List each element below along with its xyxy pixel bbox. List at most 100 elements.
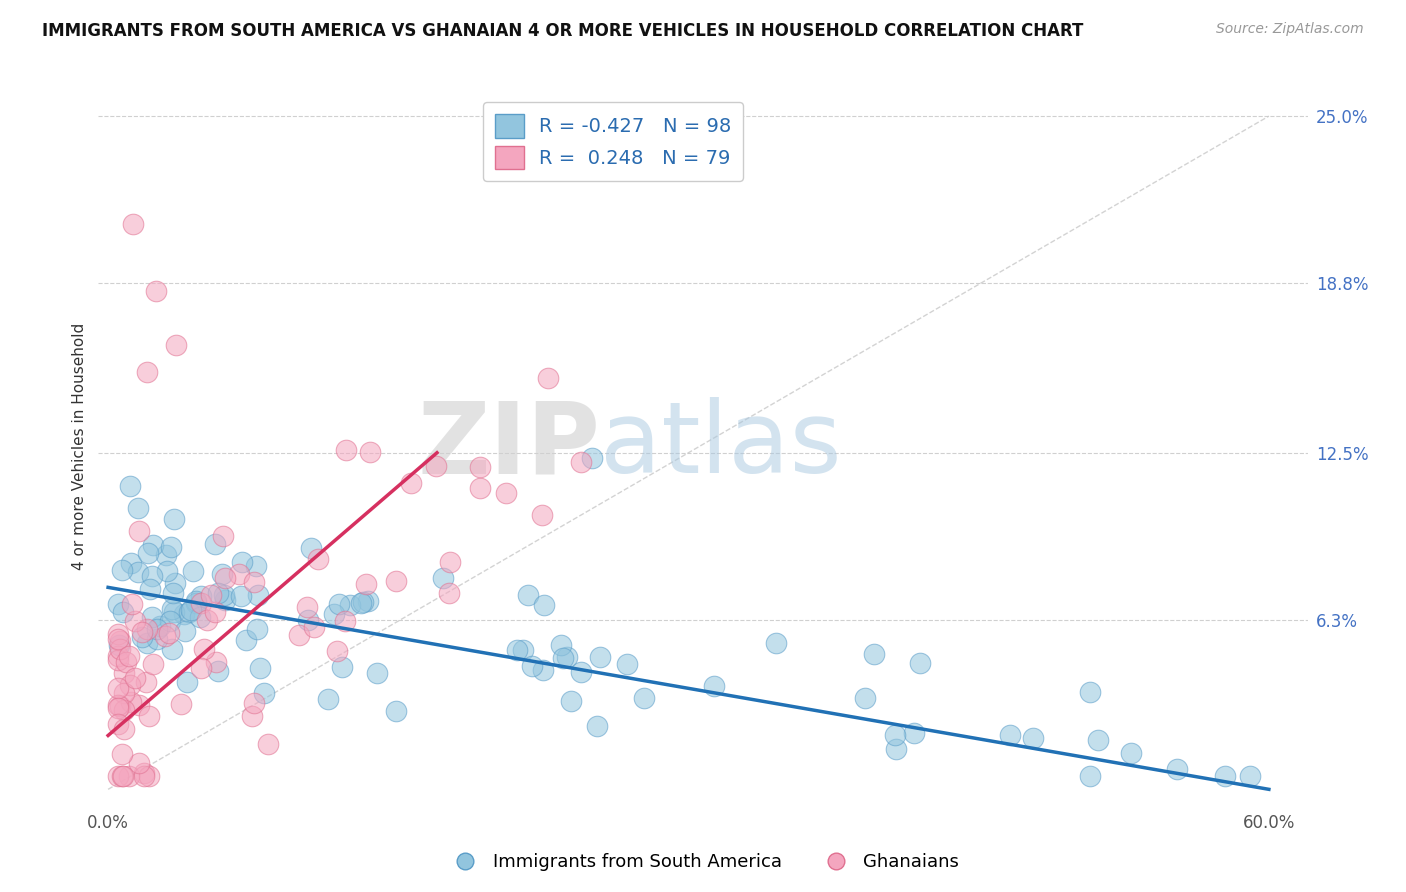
Point [517, 588, 540, 602]
Point [205, 656, 228, 670]
Point [204, 537, 226, 551]
Point [512, 643, 534, 657]
Point [335, 443, 357, 458]
Text: ZIP: ZIP [418, 398, 600, 494]
Point [533, 598, 555, 612]
Text: atlas: atlas [600, 398, 842, 494]
Point [703, 679, 725, 693]
Point [186, 593, 208, 607]
Point [112, 769, 135, 783]
Point [385, 574, 408, 589]
Point [903, 726, 925, 740]
Point [1022, 731, 1045, 745]
Point [115, 655, 138, 669]
Point [586, 719, 609, 733]
Point [111, 747, 134, 761]
Point [520, 659, 543, 673]
Point [107, 769, 129, 783]
Point [302, 620, 325, 634]
Point [1000, 728, 1022, 742]
Text: IMMIGRANTS FROM SOUTH AMERICA VS GHANAIAN 4 OR MORE VEHICLES IN HOUSEHOLD CORREL: IMMIGRANTS FROM SOUTH AMERICA VS GHANAIA… [42, 22, 1084, 40]
Point [112, 686, 135, 700]
Point [339, 599, 361, 613]
Point [188, 610, 211, 624]
Point [214, 592, 236, 607]
Point [200, 588, 222, 602]
Legend: Immigrants from South America, Ghanaians: Immigrants from South America, Ghanaians [440, 847, 966, 879]
Point [352, 594, 374, 608]
Point [190, 661, 212, 675]
Point [181, 564, 204, 578]
Point [141, 568, 163, 582]
Point [159, 540, 181, 554]
Point [193, 641, 215, 656]
Point [131, 631, 153, 645]
Point [350, 596, 373, 610]
Point [107, 648, 129, 663]
Point [180, 603, 202, 617]
Point [853, 690, 876, 705]
Point [1078, 685, 1101, 699]
Point [214, 571, 236, 585]
Point [1119, 746, 1142, 760]
Point [252, 686, 274, 700]
Point [862, 647, 884, 661]
Point [159, 614, 181, 628]
Point [141, 610, 163, 624]
Point [112, 665, 135, 680]
Point [884, 728, 907, 742]
Point [118, 769, 141, 783]
Point [162, 586, 184, 600]
Point [184, 596, 207, 610]
Point [531, 508, 554, 522]
Point [107, 681, 129, 695]
Point [211, 566, 233, 581]
Point [118, 678, 141, 692]
Point [439, 586, 461, 600]
Point [146, 632, 169, 647]
Point [132, 769, 155, 783]
Point [581, 451, 603, 466]
Y-axis label: 4 or more Vehicles in Household: 4 or more Vehicles in Household [72, 322, 87, 570]
Point [207, 664, 229, 678]
Point [138, 546, 160, 560]
Point [112, 703, 135, 717]
Point [139, 582, 162, 596]
Point [307, 552, 329, 566]
Point [356, 577, 378, 591]
Point [173, 607, 195, 621]
Point [229, 589, 252, 603]
Point [328, 597, 350, 611]
Point [295, 600, 318, 615]
Point [401, 476, 423, 491]
Point [131, 625, 153, 640]
Point [155, 549, 177, 563]
Point [359, 445, 381, 459]
Point [118, 649, 141, 664]
Point [884, 742, 907, 756]
Point [326, 643, 349, 657]
Point [170, 697, 193, 711]
Point [120, 695, 142, 709]
Point [124, 671, 146, 685]
Point [108, 699, 131, 714]
Point [555, 649, 578, 664]
Point [495, 486, 517, 500]
Point [211, 529, 233, 543]
Point [439, 555, 461, 569]
Point [145, 284, 167, 298]
Point [195, 613, 218, 627]
Point [128, 756, 150, 771]
Point [616, 657, 638, 671]
Point [1239, 769, 1261, 783]
Point [550, 638, 572, 652]
Point [136, 636, 159, 650]
Point [569, 455, 592, 469]
Point [142, 538, 165, 552]
Point [228, 566, 250, 581]
Point [256, 737, 278, 751]
Point [157, 625, 180, 640]
Point [111, 563, 134, 577]
Point [156, 564, 179, 578]
Point [128, 698, 150, 712]
